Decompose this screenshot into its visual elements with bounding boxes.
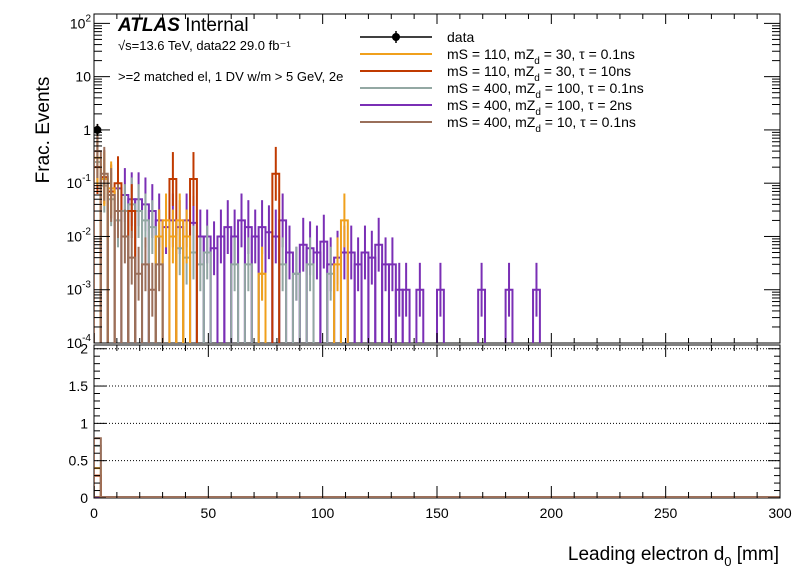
selection-label: >=2 matched el, 1 DV w/m > 5 GeV, 2e bbox=[118, 69, 343, 84]
legend-label-subscript: d bbox=[535, 107, 541, 118]
legend-label-text: mS = 110, mZ bbox=[447, 63, 535, 79]
legend-label-subscript: d bbox=[534, 56, 540, 67]
x-axis-label-text: Leading electron d bbox=[568, 544, 724, 565]
legend-label-subscript: d bbox=[535, 124, 541, 135]
legend-label: mS = 110, mZd = 30, τ = 0.1ns bbox=[447, 46, 635, 67]
y-tick-label: 10-1 bbox=[67, 173, 92, 191]
x-tick-label: 150 bbox=[425, 505, 449, 521]
ratio-plot-frame bbox=[93, 344, 781, 499]
legend-label: data bbox=[447, 29, 474, 45]
y-tick-exponent: 2 bbox=[85, 13, 91, 24]
legend-label-subscript: d bbox=[534, 73, 540, 84]
legend-label: mS = 400, mZd = 100, τ = 0.1ns bbox=[447, 80, 644, 101]
y-tick-label: 102 bbox=[70, 13, 92, 31]
y-tick-label: 10-2 bbox=[67, 226, 92, 244]
y-tick-base: 10 bbox=[67, 228, 83, 244]
legend-label-text: = 100, τ = 2ns bbox=[541, 97, 632, 113]
y-tick-label: 10 bbox=[75, 69, 91, 85]
legend-label-text: mS = 400, mZ bbox=[447, 97, 536, 113]
legend-label-text: = 30, τ = 10ns bbox=[540, 63, 631, 79]
y-tick-label: 10-4 bbox=[67, 333, 92, 351]
legend-label-text: mS = 110, mZ bbox=[447, 46, 535, 62]
main-plot-frame bbox=[93, 13, 781, 344]
x-tick-label: 200 bbox=[540, 505, 564, 521]
x-axis-label: Leading electron d0 [mm] bbox=[568, 544, 779, 569]
y-tick-base: 10 bbox=[70, 15, 86, 31]
x-tick-label: 100 bbox=[311, 505, 335, 521]
legend-label: mS = 110, mZd = 30, τ = 10ns bbox=[447, 63, 631, 84]
lumi-label: √s=13.6 TeV, data22 29.0 fb⁻¹ bbox=[118, 38, 291, 53]
y-axis-label: Frac. Events bbox=[33, 77, 54, 184]
legend-label: mS = 400, mZd = 10, τ = 0.1ns bbox=[447, 114, 636, 135]
x-tick-label: 250 bbox=[654, 505, 678, 521]
y-tick-exponent: -1 bbox=[82, 173, 91, 184]
legend-label: mS = 400, mZd = 100, τ = 2ns bbox=[447, 97, 632, 118]
main-histograms bbox=[94, 123, 541, 343]
ratio-axes: 0 0.5 1 1.5 2 0 50 100 150 200 250 300 bbox=[69, 341, 792, 521]
y-tick-exponent: -2 bbox=[82, 226, 91, 237]
y-tick-base: 10 bbox=[67, 282, 83, 298]
y-tick-label: 1 bbox=[83, 122, 91, 138]
legend-label-text: mS = 400, mZ bbox=[447, 114, 536, 130]
ratio-y-tick-label: 0 bbox=[80, 490, 88, 506]
legend-label-text: mS = 400, mZ bbox=[447, 80, 536, 96]
ratio-y-tick-label: 1 bbox=[80, 415, 88, 431]
ratio-y-tick-label: 2 bbox=[80, 341, 88, 357]
y-tick-exponent: -4 bbox=[82, 333, 91, 344]
legend-marker bbox=[392, 33, 400, 41]
ratio-y-tick-label: 0.5 bbox=[69, 453, 89, 469]
x-tick-label: 300 bbox=[768, 505, 792, 521]
x-tick-label: 50 bbox=[201, 505, 217, 521]
legend-label-text: = 30, τ = 0.1ns bbox=[540, 46, 635, 62]
atlas-label: ATLAS Internal bbox=[117, 15, 249, 36]
y-tick-base: 10 bbox=[67, 175, 83, 191]
legend-label-text: = 10, τ = 0.1ns bbox=[541, 114, 636, 130]
atlas-brand: ATLAS bbox=[117, 15, 180, 36]
atlas-status: Internal bbox=[185, 15, 248, 36]
x-tick-label: 0 bbox=[90, 505, 98, 521]
ratio-y-tick-label: 1.5 bbox=[69, 378, 89, 394]
legend-label-subscript: d bbox=[535, 90, 541, 101]
x-axis-label-unit: [mm] bbox=[732, 544, 780, 565]
y-tick-base: 10 bbox=[67, 335, 83, 351]
y-tick-label: 10-3 bbox=[67, 280, 92, 298]
legend-label-text: = 100, τ = 0.1ns bbox=[541, 80, 644, 96]
y-tick-exponent: -3 bbox=[82, 280, 91, 291]
x-axis-label-subscript: 0 bbox=[724, 554, 731, 569]
